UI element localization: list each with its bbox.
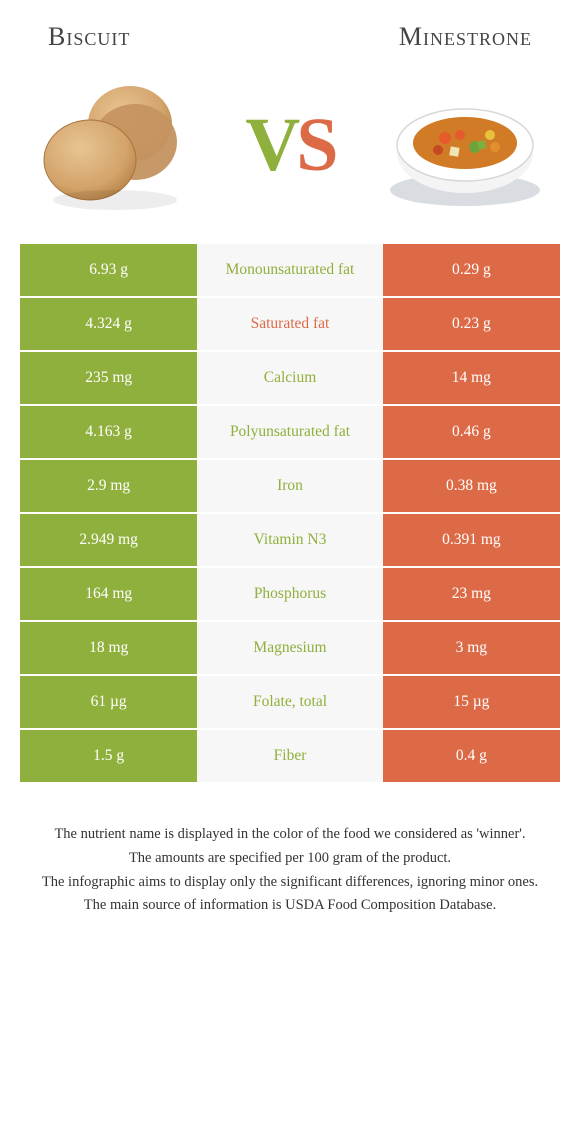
- right-value-cell: 0.46 g: [383, 406, 560, 458]
- footer-line-3: The infographic aims to display only the…: [30, 872, 550, 894]
- left-value-cell: 2.949 mg: [20, 514, 197, 566]
- nutrient-label-cell: Iron: [197, 460, 382, 512]
- right-value-cell: 14 mg: [383, 352, 560, 404]
- table-row: 18 mgMagnesium3 mg: [20, 620, 560, 674]
- table-row: 164 mgPhosphorus23 mg: [20, 566, 560, 620]
- nutrient-label-cell: Monounsaturated fat: [197, 244, 382, 296]
- minestrone-image: [380, 70, 550, 220]
- table-row: 235 mgCalcium14 mg: [20, 350, 560, 404]
- table-row: 4.163 gPolyunsaturated fat0.46 g: [20, 404, 560, 458]
- header: Biscuit Minestrone: [0, 0, 580, 62]
- nutrient-table: 6.93 gMonounsaturated fat0.29 g4.324 gSa…: [20, 244, 560, 782]
- left-value-cell: 18 mg: [20, 622, 197, 674]
- left-value-cell: 235 mg: [20, 352, 197, 404]
- right-value-cell: 3 mg: [383, 622, 560, 674]
- right-value-cell: 15 µg: [383, 676, 560, 728]
- nutrient-label-cell: Phosphorus: [197, 568, 382, 620]
- nutrient-label-cell: Vitamin N3: [197, 514, 382, 566]
- nutrient-label-cell: Saturated fat: [197, 298, 382, 350]
- right-value-cell: 0.38 mg: [383, 460, 560, 512]
- nutrient-label-cell: Calcium: [197, 352, 382, 404]
- left-value-cell: 164 mg: [20, 568, 197, 620]
- nutrient-label-cell: Folate, total: [197, 676, 382, 728]
- left-value-cell: 4.324 g: [20, 298, 197, 350]
- left-value-cell: 6.93 g: [20, 244, 197, 296]
- right-value-cell: 0.23 g: [383, 298, 560, 350]
- right-value-cell: 0.29 g: [383, 244, 560, 296]
- right-value-cell: 23 mg: [383, 568, 560, 620]
- footer-line-2: The amounts are specified per 100 gram o…: [30, 848, 550, 870]
- footer-line-4: The main source of information is USDA F…: [30, 895, 550, 917]
- left-food-title: Biscuit: [48, 22, 130, 52]
- table-row: 1.5 gFiber0.4 g: [20, 728, 560, 782]
- nutrient-label-cell: Magnesium: [197, 622, 382, 674]
- hero-row: VS: [0, 62, 580, 244]
- vs-label: VS: [245, 107, 334, 183]
- table-row: 61 µgFolate, total15 µg: [20, 674, 560, 728]
- footer-notes: The nutrient name is displayed in the co…: [0, 782, 580, 917]
- vs-s: S: [296, 103, 334, 187]
- right-value-cell: 0.4 g: [383, 730, 560, 782]
- right-value-cell: 0.391 mg: [383, 514, 560, 566]
- nutrient-label-cell: Polyunsaturated fat: [197, 406, 382, 458]
- table-row: 2.9 mgIron0.38 mg: [20, 458, 560, 512]
- vs-v: V: [245, 103, 296, 187]
- left-value-cell: 61 µg: [20, 676, 197, 728]
- right-food-title: Minestrone: [399, 22, 532, 52]
- table-row: 4.324 gSaturated fat0.23 g: [20, 296, 560, 350]
- left-value-cell: 4.163 g: [20, 406, 197, 458]
- table-row: 2.949 mgVitamin N30.391 mg: [20, 512, 560, 566]
- table-row: 6.93 gMonounsaturated fat0.29 g: [20, 244, 560, 296]
- biscuit-image: [30, 70, 200, 220]
- nutrient-label-cell: Fiber: [197, 730, 382, 782]
- footer-line-1: The nutrient name is displayed in the co…: [30, 824, 550, 846]
- left-value-cell: 2.9 mg: [20, 460, 197, 512]
- left-value-cell: 1.5 g: [20, 730, 197, 782]
